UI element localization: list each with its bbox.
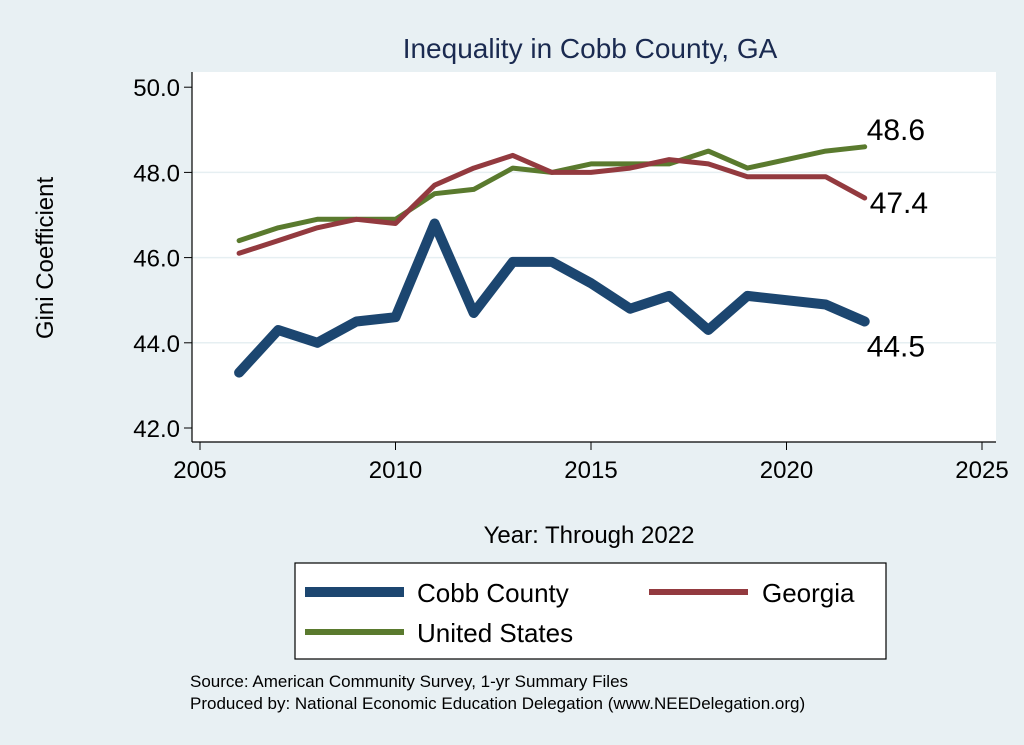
legend: Cobb County Georgia United States xyxy=(294,562,887,660)
y-tick-label: 44.0 xyxy=(133,331,180,358)
series-line-united-states xyxy=(236,144,868,244)
end-label-united-states: 48.6 xyxy=(867,114,925,147)
producer-note: Produced by: National Economic Education… xyxy=(190,694,805,713)
x-tick-label: 2015 xyxy=(564,457,617,484)
series-line-cobb-county xyxy=(234,218,870,378)
legend-label-united-states: United States xyxy=(417,618,573,648)
x-axis-title: Year: Through 2022 xyxy=(484,522,695,549)
legend-label-cobb-county: Cobb County xyxy=(417,578,569,608)
legend-label-georgia: Georgia xyxy=(762,578,855,608)
legend-box xyxy=(294,562,887,660)
y-tick-label: 50.0 xyxy=(133,75,180,102)
end-label-cobb-county: 44.5 xyxy=(867,331,925,364)
x-tick-label: 2005 xyxy=(173,457,226,484)
x-tick-label: 2010 xyxy=(369,457,422,484)
x-tick-label: 2020 xyxy=(760,457,813,484)
y-axis-title: Gini Coefficient xyxy=(32,177,59,340)
source-note: Source: American Community Survey, 1-yr … xyxy=(190,672,628,691)
series-line-georgia xyxy=(236,152,868,256)
y-tick-label: 48.0 xyxy=(133,160,180,187)
end-label-georgia: 47.4 xyxy=(870,187,928,220)
y-tick-label: 42.0 xyxy=(133,416,180,443)
chart-title: Inequality in Cobb County, GA xyxy=(403,33,778,64)
y-tick-label: 46.0 xyxy=(133,246,180,273)
x-tick-label: 2025 xyxy=(955,457,1008,484)
